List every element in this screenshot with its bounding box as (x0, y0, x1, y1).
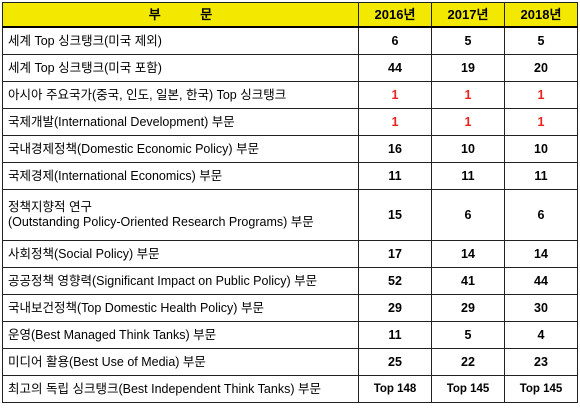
value-2018: 10 (504, 135, 578, 163)
value-2016: 6 (358, 26, 432, 55)
value-2018: 1 (504, 81, 578, 109)
value-2016: 25 (358, 348, 432, 376)
value-2016: 17 (358, 240, 432, 268)
value-2018: 23 (504, 348, 578, 376)
value-2018: 44 (504, 267, 578, 295)
table-row: 운영(Best Managed Think Tanks) 부문 11 5 4 (2, 321, 578, 349)
row-category: 공공정책 영향력(Significant Impact on Public Po… (2, 267, 359, 295)
value-2018: 6 (504, 189, 578, 241)
value-2018: Top 145 (504, 375, 578, 403)
value-2016: Top 148 (358, 375, 432, 403)
value-2017: Top 145 (431, 375, 505, 403)
row-category: 미디어 활용(Best Use of Media) 부문 (2, 348, 359, 376)
value-2018: 30 (504, 294, 578, 322)
value-2016: 15 (358, 189, 432, 241)
value-2016: 29 (358, 294, 432, 322)
value-2017: 5 (431, 321, 505, 349)
value-2017: 1 (431, 108, 505, 136)
row-category: 최고의 독립 싱크탱크(Best Independent Think Tanks… (2, 375, 359, 403)
row-category: 국제경제(International Economics) 부문 (2, 162, 359, 190)
value-2018: 5 (504, 26, 578, 55)
row-category: 세계 Top 싱크탱크(미국 제외) (2, 26, 359, 55)
table-row: 정책지향적 연구 (Outstanding Policy-Oriented Re… (2, 189, 578, 241)
table-row: 미디어 활용(Best Use of Media) 부문 25 22 23 (2, 348, 578, 376)
row-category: 세계 Top 싱크탱크(미국 포함) (2, 54, 359, 82)
value-2018: 11 (504, 162, 578, 190)
value-2017: 6 (431, 189, 505, 241)
value-2017: 10 (431, 135, 505, 163)
value-2017: 41 (431, 267, 505, 295)
header-year-2017: 2017년 (431, 2, 505, 28)
table-row: 최고의 독립 싱크탱크(Best Independent Think Tanks… (2, 375, 578, 403)
value-2016: 16 (358, 135, 432, 163)
table-row: 세계 Top 싱크탱크(미국 포함) 44 19 20 (2, 54, 578, 82)
value-2016: 11 (358, 162, 432, 190)
ranking-table: 부 문 2016년 2017년 2018년 세계 Top 싱크탱크(미국 제외)… (2, 2, 578, 403)
value-2017: 29 (431, 294, 505, 322)
value-2018: 4 (504, 321, 578, 349)
value-2016: 11 (358, 321, 432, 349)
value-2016: 1 (358, 108, 432, 136)
value-2017: 1 (431, 81, 505, 109)
value-2017: 19 (431, 54, 505, 82)
value-2018: 1 (504, 108, 578, 136)
table-row: 국제경제(International Economics) 부문 11 11 1… (2, 162, 578, 190)
value-2017: 5 (431, 26, 505, 55)
row-category-line-2: (Outstanding Policy-Oriented Research Pr… (8, 215, 314, 229)
table-row: 국내경제정책(Domestic Economic Policy) 부문 16 1… (2, 135, 578, 163)
table-row: 국내보건정책(Top Domestic Health Policy) 부문 29… (2, 294, 578, 322)
table-header-row: 부 문 2016년 2017년 2018년 (2, 2, 578, 28)
value-2018: 14 (504, 240, 578, 268)
value-2017: 14 (431, 240, 505, 268)
row-category: 운영(Best Managed Think Tanks) 부문 (2, 321, 359, 349)
table-row: 국제개발(International Development) 부문 1 1 1 (2, 108, 578, 136)
header-category: 부 문 (2, 2, 359, 28)
value-2018: 20 (504, 54, 578, 82)
row-category: 국내경제정책(Domestic Economic Policy) 부문 (2, 135, 359, 163)
row-category: 사회정책(Social Policy) 부문 (2, 240, 359, 268)
value-2017: 11 (431, 162, 505, 190)
header-year-2016: 2016년 (358, 2, 432, 28)
value-2016: 52 (358, 267, 432, 295)
value-2016: 44 (358, 54, 432, 82)
value-2016: 1 (358, 81, 432, 109)
table-row: 세계 Top 싱크탱크(미국 제외) 6 5 5 (2, 26, 578, 55)
table-row: 아시아 주요국가(중국, 인도, 일본, 한국) Top 싱크탱크 1 1 1 (2, 81, 578, 109)
header-year-2018: 2018년 (504, 2, 578, 28)
table-row: 사회정책(Social Policy) 부문 17 14 14 (2, 240, 578, 268)
row-category: 국내보건정책(Top Domestic Health Policy) 부문 (2, 294, 359, 322)
row-category: 국제개발(International Development) 부문 (2, 108, 359, 136)
row-category: 아시아 주요국가(중국, 인도, 일본, 한국) Top 싱크탱크 (2, 81, 359, 109)
row-category: 정책지향적 연구 (Outstanding Policy-Oriented Re… (2, 189, 359, 241)
table-row: 공공정책 영향력(Significant Impact on Public Po… (2, 267, 578, 295)
value-2017: 22 (431, 348, 505, 376)
row-category-line-1: 정책지향적 연구 (8, 200, 92, 214)
